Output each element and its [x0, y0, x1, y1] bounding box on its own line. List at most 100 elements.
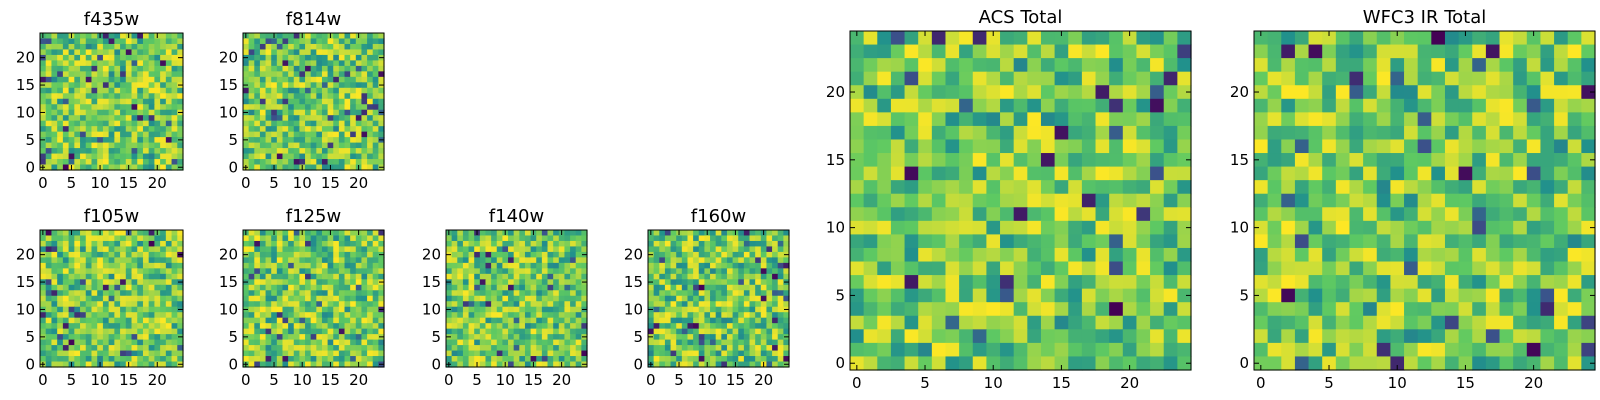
- heatmap-cell: [288, 82, 295, 89]
- heatmap-cell: [693, 350, 700, 357]
- heatmap-cell: [698, 334, 705, 341]
- heatmap-cell: [777, 240, 784, 248]
- heatmap-cell: [1136, 329, 1151, 344]
- heatmap-cell: [743, 345, 751, 352]
- heatmap-cell: [530, 323, 537, 330]
- heatmap-cell: [338, 361, 346, 368]
- heatmap-cell: [1404, 85, 1419, 100]
- heatmap-cell: [125, 328, 133, 335]
- heatmap-cell: [102, 235, 110, 242]
- heatmap-cell: [986, 193, 1001, 208]
- heatmap-cell: [102, 93, 110, 100]
- heatmap-cell: [160, 104, 167, 111]
- heatmap-cell: [282, 38, 289, 45]
- heatmap-cell: [1068, 85, 1083, 100]
- heatmap-cell: [536, 345, 543, 352]
- heatmap-cell: [726, 235, 734, 242]
- heatmap-cell: [338, 148, 346, 155]
- heatmap-cell: [570, 251, 577, 258]
- heatmap-cell: [1254, 193, 1269, 208]
- heatmap-cell: [305, 142, 312, 149]
- heatmap-cell: [931, 234, 947, 249]
- heatmap-cell: [1150, 166, 1165, 181]
- heatmap-cell: [160, 295, 167, 302]
- heatmap-cell: [114, 142, 121, 149]
- heatmap-cell: [457, 268, 464, 275]
- heatmap-cell: [972, 44, 987, 59]
- heatmap-cell: [148, 76, 155, 83]
- heatmap-cell: [321, 142, 329, 149]
- heatmap-cell: [378, 131, 385, 138]
- heatmap-cell: [177, 312, 184, 319]
- heatmap-cell: [282, 49, 289, 56]
- heatmap-cell: [721, 235, 728, 242]
- heatmap-cell: [344, 137, 351, 144]
- heatmap-cell: [254, 60, 261, 67]
- heatmap-cell: [698, 295, 705, 302]
- heatmap-cell: [721, 230, 728, 237]
- heatmap-cell: [265, 49, 272, 56]
- heatmap-cell: [1013, 315, 1028, 330]
- heatmap-cell: [547, 301, 554, 308]
- x-tick-label: 20: [754, 371, 773, 389]
- heatmap-cell: [45, 356, 53, 363]
- heatmap-cell: [288, 240, 295, 248]
- heatmap-cell: [125, 317, 133, 324]
- heatmap-cell: [355, 328, 363, 335]
- heatmap-cell: [271, 350, 278, 357]
- heatmap-cell: [327, 148, 334, 155]
- heatmap-cell: [1349, 234, 1364, 249]
- heatmap-cell: [355, 240, 363, 248]
- heatmap-cell: [125, 87, 133, 94]
- heatmap-cell: [378, 284, 385, 291]
- heatmap-cell: [40, 268, 47, 275]
- heatmap-cell: [1068, 44, 1083, 59]
- heatmap-cell: [148, 339, 155, 346]
- heatmap-cell: [160, 273, 167, 280]
- heatmap-cell: [45, 109, 53, 116]
- heatmap-cell: [321, 49, 329, 56]
- heatmap-cell: [1054, 302, 1069, 317]
- heatmap-cell: [1349, 193, 1364, 208]
- heatmap-cell: [120, 137, 127, 144]
- heatmap-cell: [80, 120, 87, 127]
- heatmap-cell: [462, 339, 470, 346]
- heatmap-cell: [749, 230, 756, 237]
- heatmap-cell: [715, 334, 722, 341]
- heatmap-cell: [479, 312, 487, 319]
- heatmap-cell: [1349, 58, 1364, 73]
- heatmap-cell: [327, 104, 334, 111]
- heatmap-cell: [350, 126, 357, 133]
- heatmap-cell: [524, 334, 532, 341]
- heatmap-cell: [457, 312, 464, 319]
- heatmap-cell: [120, 33, 127, 40]
- heatmap-cell: [1417, 166, 1432, 181]
- heatmap-cell: [80, 240, 87, 248]
- heatmap-cell: [91, 361, 98, 368]
- heatmap-cell: [1404, 220, 1419, 235]
- heatmap-cell: [367, 240, 374, 248]
- heatmap-cell: [530, 235, 537, 242]
- heatmap-cell: [1567, 58, 1582, 73]
- heatmap-cell: [1054, 193, 1069, 208]
- heatmap-cell: [1122, 261, 1138, 276]
- heatmap-cell: [1150, 98, 1165, 113]
- heatmap-cell: [282, 339, 289, 346]
- heatmap-cell: [91, 334, 98, 341]
- heatmap-cell: [338, 120, 346, 127]
- heatmap-cell: [177, 126, 184, 133]
- heatmap-cell: [142, 251, 150, 258]
- heatmap-cell: [350, 71, 357, 78]
- heatmap-cell: [80, 76, 87, 83]
- heatmap-cell: [721, 361, 728, 368]
- heatmap-cell: [333, 328, 340, 335]
- heatmap-cell: [1363, 180, 1378, 195]
- heatmap-cell: [710, 240, 717, 248]
- heatmap-cell: [305, 109, 312, 116]
- heatmap-cell: [850, 193, 865, 208]
- heatmap-cell: [877, 112, 892, 127]
- heatmap-cell: [40, 115, 47, 122]
- heatmap-cell: [1000, 166, 1015, 181]
- heatmap-cell: [1404, 98, 1419, 113]
- heatmap-cell: [664, 317, 672, 324]
